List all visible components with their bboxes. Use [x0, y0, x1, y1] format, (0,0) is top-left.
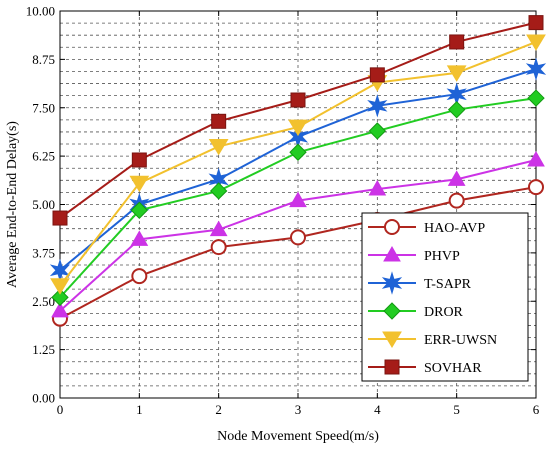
series-err-uwsn: [50, 34, 546, 295]
data-point: [50, 278, 70, 295]
series-dror: [51, 89, 545, 307]
data-point: [446, 65, 467, 82]
data-point: [289, 191, 307, 208]
y-tick-label: 3.75: [32, 245, 55, 260]
data-point: [209, 182, 228, 200]
data-point: [51, 301, 69, 318]
data-point: [448, 192, 465, 209]
data-point: [447, 100, 466, 119]
x-tick-label: 6: [533, 402, 540, 417]
data-point: [369, 67, 385, 83]
data-point: [131, 268, 148, 285]
data-point: [289, 143, 307, 161]
data-point: [210, 239, 227, 256]
legend-entry: ERR-UWSN: [368, 331, 497, 348]
y-axis-label: Average End-to-End Delay(s): [5, 121, 20, 288]
data-point: [51, 288, 69, 307]
legend-entry: HAO-AVP: [368, 219, 485, 236]
data-point: [208, 138, 229, 156]
data-point: [129, 175, 150, 193]
x-tick-label: 4: [374, 402, 381, 417]
data-point: [211, 113, 227, 129]
data-point: [367, 94, 388, 118]
y-tick-label: 6.25: [32, 149, 55, 164]
data-point: [528, 15, 544, 31]
x-tick-label: 1: [136, 402, 143, 417]
series-sovhar: [52, 15, 544, 226]
data-point: [131, 152, 147, 168]
data-point: [209, 220, 228, 237]
legend-entry: T-SAPR: [368, 271, 472, 295]
data-point: [528, 179, 544, 196]
x-tick-label: 5: [453, 402, 460, 417]
legend-box: [361, 212, 529, 382]
data-point: [525, 57, 547, 81]
data-point: [290, 92, 306, 108]
legend-marker: [383, 245, 401, 262]
legend-marker: [383, 302, 401, 320]
data-point: [52, 210, 68, 226]
data-point: [447, 170, 466, 186]
legend-entry: DROR: [368, 302, 464, 320]
legend-marker: [381, 271, 403, 295]
x-tick-label: 3: [295, 402, 302, 417]
data-point: [288, 119, 308, 137]
data-point: [130, 230, 149, 246]
legend: HAO-AVP PHVP T-SAPR DROR ERR-UWSN SOVHAR: [361, 212, 529, 382]
data-point: [368, 122, 387, 140]
y-tick-label: 2.50: [32, 294, 55, 309]
y-tick-label: 0.00: [32, 391, 55, 406]
x-tick-label: 0: [57, 402, 64, 417]
legend-label: DROR: [424, 305, 464, 320]
y-tick-label: 1.25: [32, 342, 55, 357]
legend-label: T-SAPR: [424, 277, 472, 292]
series-group: [49, 15, 547, 327]
y-tick-label: 5.00: [32, 197, 55, 212]
series-phvp: [51, 150, 545, 318]
legend-label: SOVHAR: [424, 361, 482, 376]
legend-marker: [384, 219, 400, 235]
legend-entry: PHVP: [368, 245, 460, 264]
data-point: [368, 180, 387, 196]
data-point: [527, 89, 545, 107]
legend-label: ERR-UWSN: [424, 333, 497, 348]
legend-marker: [382, 331, 402, 348]
legend-marker: [384, 359, 400, 375]
x-tick-label: 2: [215, 402, 222, 417]
data-point: [290, 229, 306, 246]
data-point: [526, 34, 546, 51]
y-tick-label: 10.00: [26, 4, 55, 19]
x-axis-label: Node Movement Speed(m/s): [217, 429, 379, 444]
data-point: [130, 201, 149, 220]
y-tick-label: 8.75: [32, 52, 55, 67]
legend-label: PHVP: [424, 249, 460, 264]
y-tick-label: 7.50: [32, 100, 55, 115]
legend-label: HAO-AVP: [424, 221, 485, 236]
legend-entry: SOVHAR: [368, 359, 482, 376]
data-point: [449, 34, 465, 50]
axis-ticks: 0 1 2 3 4 5 6 0.00 1.25 2.50 3.75 5.00 6.25 7.50 8.75 1…: [26, 4, 540, 418]
data-point: [527, 150, 545, 167]
